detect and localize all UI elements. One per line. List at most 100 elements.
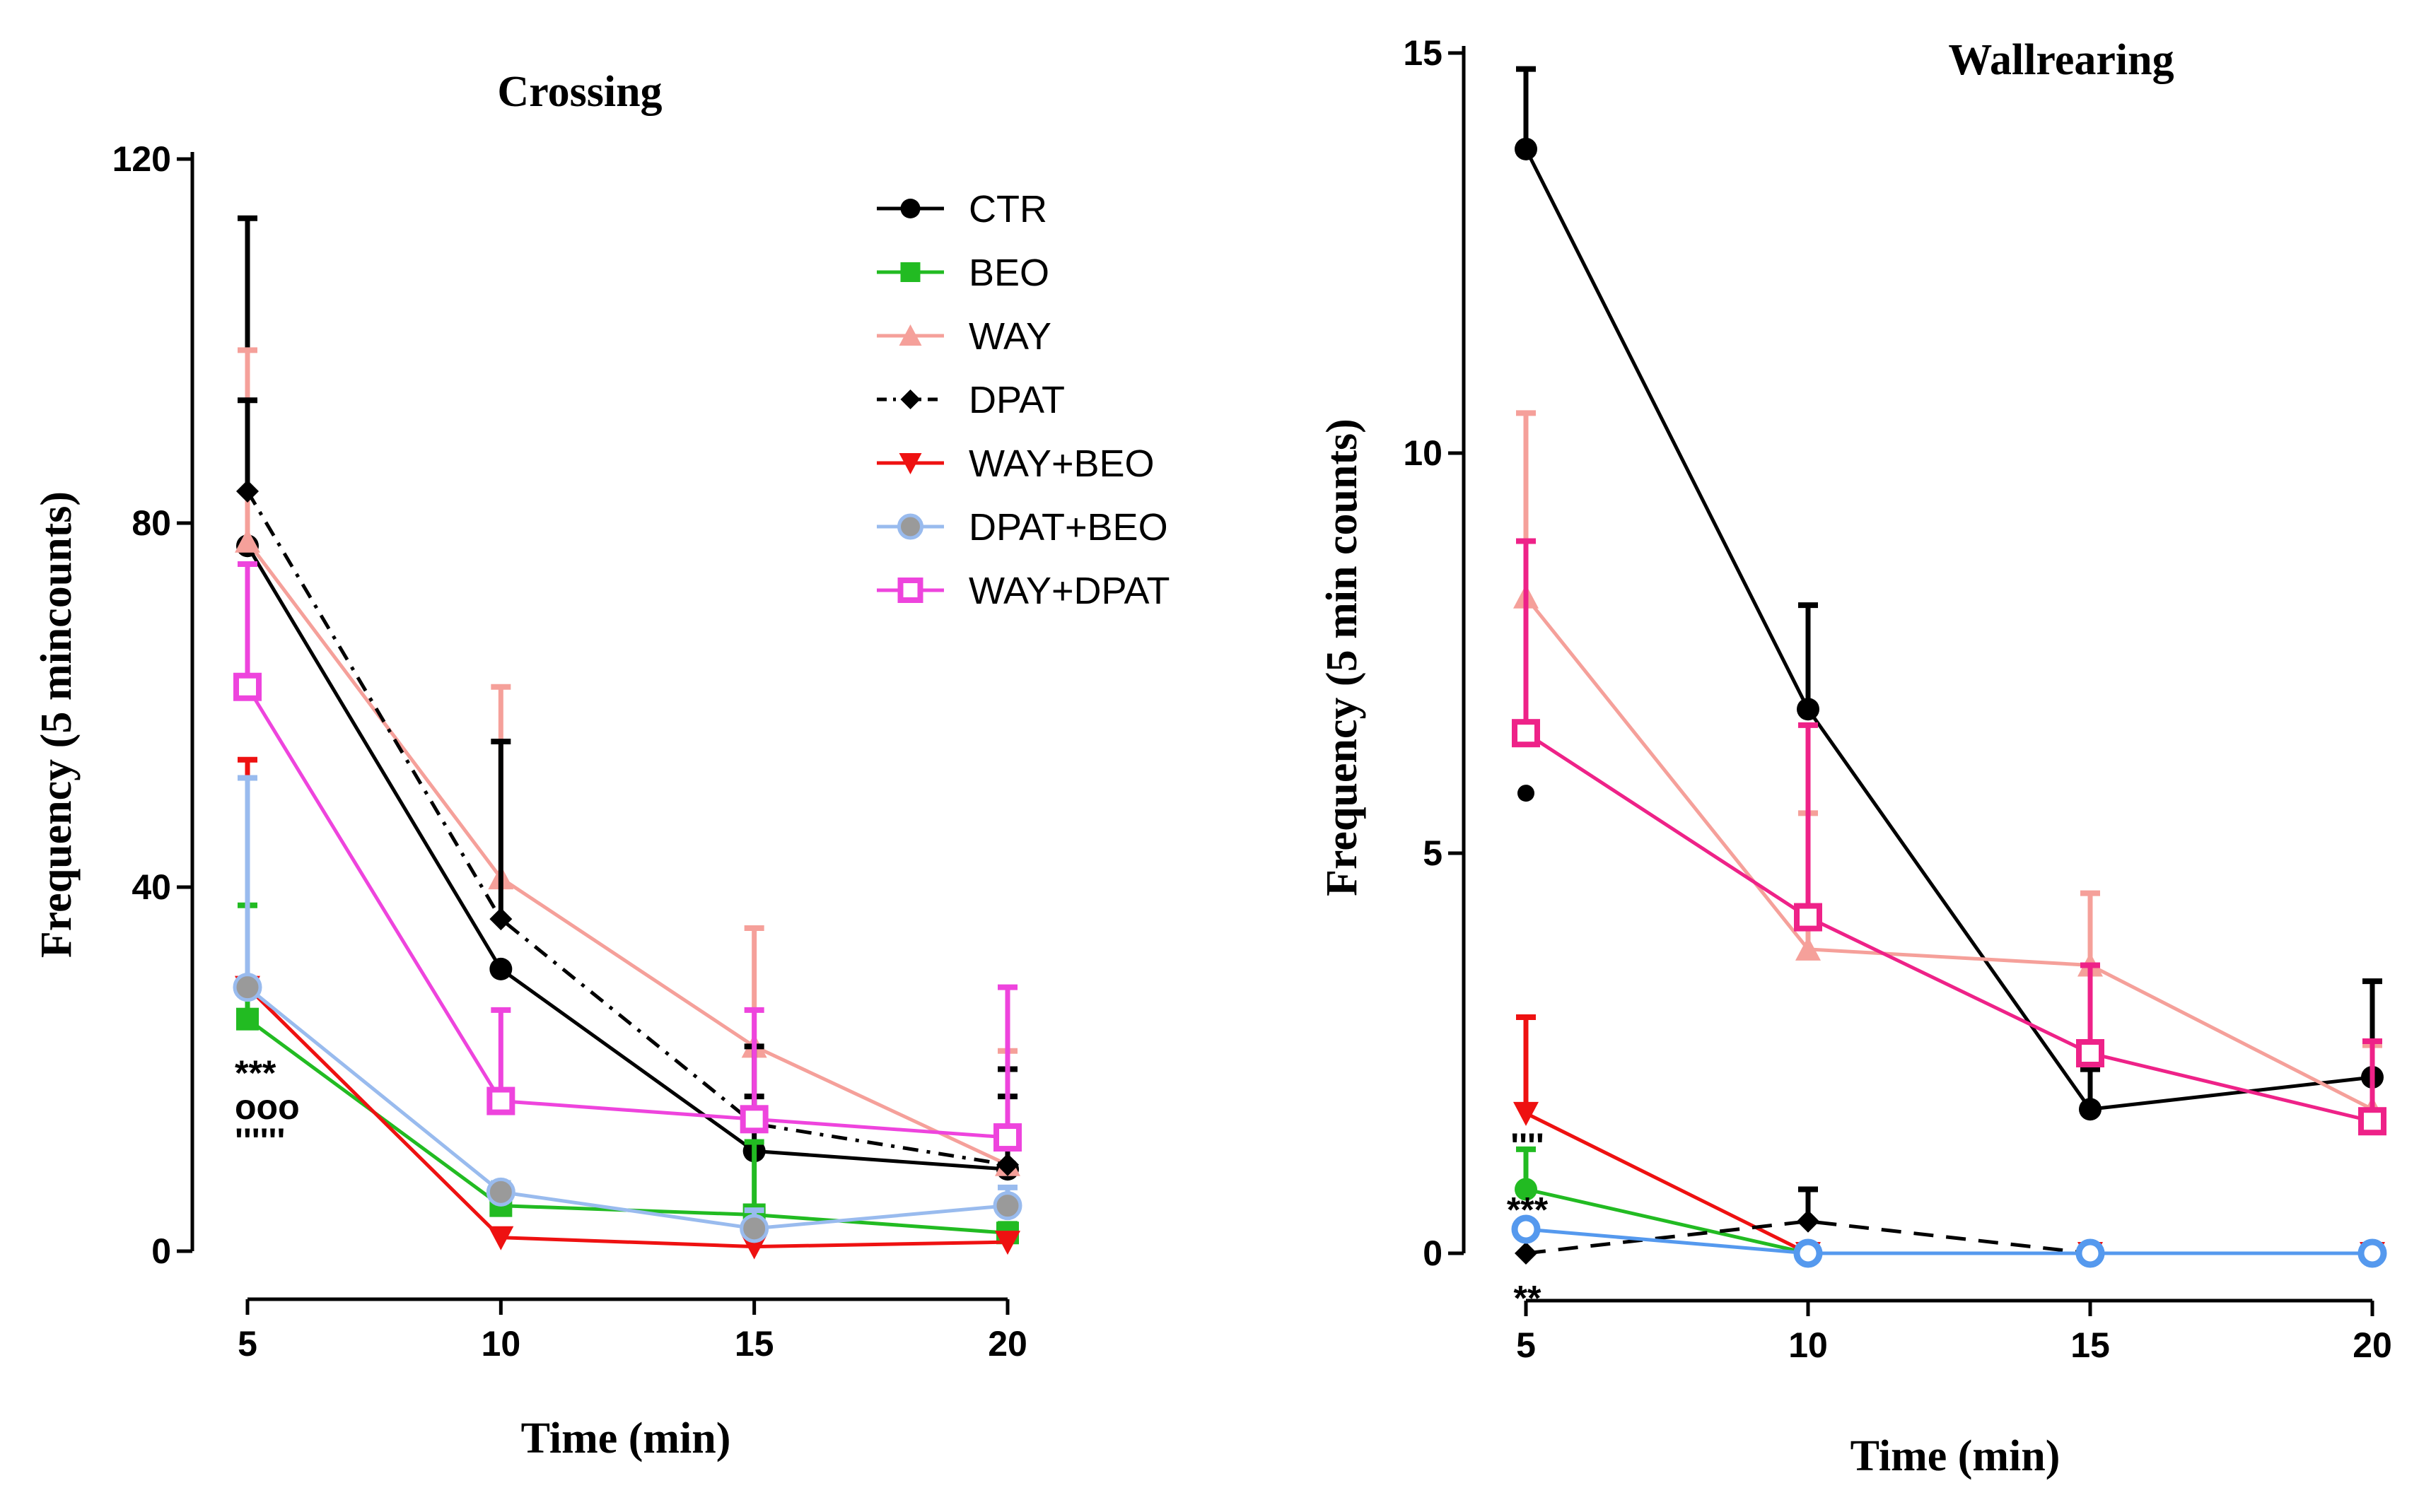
legend-label: CTR <box>969 188 1047 230</box>
legend-label: WAY <box>969 315 1051 358</box>
data-point <box>486 1086 515 1115</box>
crossing-y-tick-label: 120 <box>112 139 171 179</box>
legend-label: DPAT <box>969 379 1065 421</box>
series-line <box>245 544 1008 1171</box>
series-line <box>246 985 1008 1249</box>
data-point <box>236 479 259 503</box>
crossing-x-tick-label: 15 <box>735 1324 774 1364</box>
series-line <box>1525 1227 2372 1255</box>
legend-label: DPAT+BEO <box>969 506 1168 549</box>
crossing-panel: Crossing Frequency (5 mincounts) Time (m… <box>33 68 1027 1463</box>
crossing-series-way <box>235 347 1020 1176</box>
wallrearing-panel: Wallrearing Frequency (5 min counts) Tim… <box>1318 33 2392 1480</box>
legend-label: WAY+DPAT <box>969 570 1170 612</box>
wallrearing-annotations: ''''***** <box>1507 785 1549 1318</box>
wallrearing-title: Wallrearing <box>1948 36 2174 84</box>
wallrearing-series-ctr <box>1515 66 2384 1121</box>
series-line <box>246 1017 1008 1235</box>
crossing-y-axis-label: Frequency (5 mincounts) <box>33 491 81 958</box>
wallrearing-outlier-point <box>1517 785 1534 802</box>
data-point <box>993 1123 1022 1152</box>
data-point <box>1794 903 1822 932</box>
legend-marker <box>899 324 922 346</box>
data-point <box>236 1007 259 1031</box>
legend-item-dpat: DPAT <box>877 379 1065 421</box>
data-point <box>489 957 513 980</box>
series-line <box>1525 596 2374 1111</box>
wallrearing-series-dpat <box>1515 1186 2384 1265</box>
data-point <box>1515 137 1537 160</box>
wallrearing-y-axis-label: Frequency (5 min counts) <box>1318 418 1366 896</box>
data-point <box>2075 1238 2105 1268</box>
crossing-significance-annotation: *** <box>235 1053 276 1093</box>
legend-marker <box>900 262 921 282</box>
legend-item-beo: BEO <box>877 252 1049 294</box>
wallrearing-x-tick-label: 10 <box>1788 1325 1828 1365</box>
data-point <box>489 908 513 931</box>
legend-item-way: WAY <box>877 315 1051 358</box>
crossing-y-tick-label: 40 <box>132 867 171 907</box>
legend-marker <box>900 389 921 409</box>
legend-marker <box>899 453 922 474</box>
data-point <box>2076 1039 2104 1067</box>
crossing-series <box>233 215 1022 1260</box>
wallrearing-axes: 0 5 10 15 5 10 15 20 <box>1403 33 2391 1365</box>
legend-item-dpat-beo: DPAT+BEO <box>877 506 1168 549</box>
series-line <box>1524 148 2373 1111</box>
data-point <box>1511 1214 1541 1244</box>
crossing-axes: 0 40 80 120 5 10 15 20 <box>112 139 1027 1364</box>
data-point <box>1797 698 1819 721</box>
crossing-significance-annotation: '''''' <box>235 1121 285 1161</box>
crossing-series-way-dpat <box>233 561 1022 1152</box>
data-point <box>1513 1101 1539 1126</box>
series-line <box>246 540 1009 1166</box>
wallrearing-y-tick-label: 15 <box>1403 33 1442 73</box>
data-point <box>996 1153 1019 1176</box>
data-point <box>993 1191 1022 1221</box>
wallrearing-x-axis-label: Time (min) <box>1850 1432 2060 1480</box>
wallrearing-significance-annotation: ** <box>1514 1278 1541 1318</box>
wallrearing-x-tick-label: 20 <box>2353 1325 2392 1365</box>
crossing-x-tick-label: 10 <box>482 1324 521 1364</box>
wallrearing-series-way-beo <box>1513 1014 2385 1266</box>
series-line <box>1525 1188 2372 1255</box>
crossing-x-tick-label: 5 <box>238 1324 257 1364</box>
wallrearing-significance-annotation: *** <box>1507 1190 1549 1230</box>
wallrearing-y-tick-label: 0 <box>1423 1233 1442 1273</box>
wallrearing-significance-annotation: '''' <box>1510 1126 1544 1166</box>
series-line <box>246 985 1008 1231</box>
legend-marker <box>897 578 923 603</box>
crossing-series-ctr <box>236 215 1019 1181</box>
data-point <box>1795 936 1821 961</box>
series-line <box>1525 1219 2372 1255</box>
data-point <box>2357 1238 2387 1268</box>
legend: CTR BEO WAY DPAT WAY+BEO DPAT+BEO WAY+DPAT <box>877 188 1170 612</box>
data-point <box>235 528 260 553</box>
crossing-annotations: ***ooo'''''' <box>235 1053 300 1161</box>
data-point <box>1515 1178 1537 1201</box>
wallrearing-y-tick-label: 10 <box>1403 433 1442 473</box>
crossing-y-tick-label: 0 <box>151 1231 171 1271</box>
wallrearing-series <box>1511 66 2387 1268</box>
crossing-title: Crossing <box>497 68 662 116</box>
crossing-series-way-beo <box>235 756 1020 1260</box>
legend-marker <box>900 199 921 218</box>
crossing-series-dpat-beo <box>233 775 1022 1243</box>
data-point <box>740 1214 769 1243</box>
wallrearing-series-dpat-beo <box>1511 1214 2387 1268</box>
crossing-y-tick-label: 80 <box>132 503 171 543</box>
wallrearing-x-tick-label: 15 <box>2070 1325 2110 1365</box>
legend-item-way-beo: WAY+BEO <box>877 443 1155 485</box>
series-line <box>245 686 1008 1139</box>
legend-label: WAY+BEO <box>969 443 1155 485</box>
data-point <box>233 973 262 1002</box>
data-point <box>995 1231 1020 1255</box>
data-point <box>740 1105 769 1134</box>
data-point <box>233 672 262 701</box>
crossing-x-axis-label: Time (min) <box>521 1414 731 1463</box>
data-point <box>1793 1238 1823 1268</box>
wallrearing-y-tick-label: 5 <box>1423 833 1442 873</box>
data-point <box>486 1177 515 1207</box>
legend-label: BEO <box>969 252 1049 294</box>
